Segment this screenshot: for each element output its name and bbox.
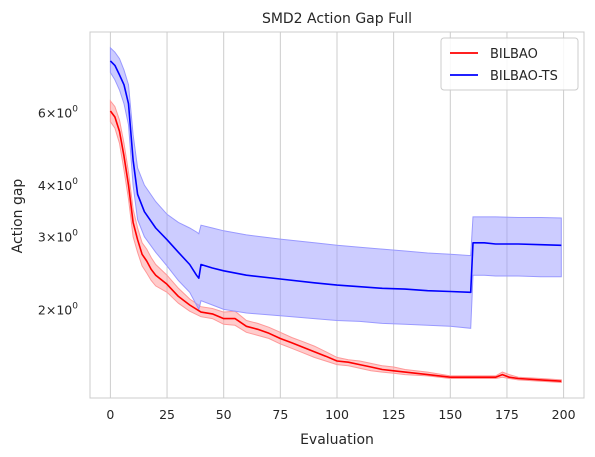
band-bilbao-ts: [109, 46, 562, 329]
x-tick-label: 75: [272, 407, 288, 422]
x-tick-label: 25: [159, 407, 175, 422]
chart-title: SMD2 Action Gap Full: [262, 11, 412, 27]
x-tick-label: 0: [106, 407, 114, 422]
legend-label: BILBAO-TS: [490, 69, 558, 84]
band-bilbao: [109, 99, 562, 384]
line-bilbao: [109, 110, 562, 382]
x-axis-label: Evaluation: [300, 432, 374, 448]
y-axis-ticks: 6×100 4×100 3×100 2×100: [38, 104, 78, 317]
x-axis-ticks: 0 25 50 75 100 125 150 175 200: [106, 407, 575, 422]
x-tick-label: 150: [438, 407, 462, 422]
grid-lines: [109, 32, 565, 398]
legend-label: BILBAO: [490, 47, 538, 62]
x-tick-label: 125: [382, 407, 406, 422]
plot-frame: [89, 31, 585, 399]
legend-box: [440, 37, 579, 91]
x-tick-label: 100: [325, 407, 349, 422]
series-lines: [109, 60, 562, 382]
y-tick-label: 6×100: [38, 104, 78, 120]
x-tick-label: 50: [216, 407, 232, 422]
confidence-bands: [109, 46, 562, 384]
y-tick-label: 4×100: [38, 177, 78, 193]
x-tick-label: 200: [552, 407, 576, 422]
x-tick-label: 175: [495, 407, 519, 422]
y-tick-label: 3×100: [38, 229, 78, 245]
y-axis-label: Action gap: [10, 179, 26, 254]
legend: BILBAO BILBAO-TS: [440, 37, 579, 91]
y-tick-label: 2×100: [38, 301, 78, 317]
line-bilbao-ts: [109, 60, 562, 294]
